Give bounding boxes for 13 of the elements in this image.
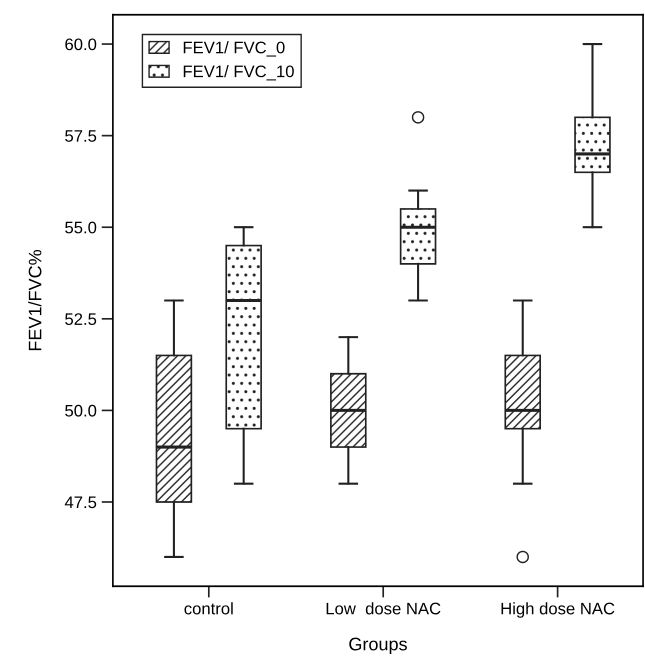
y-tick-label: 57.5 xyxy=(65,130,96,142)
y-tick-label: 52.5 xyxy=(65,313,96,326)
y-tick-label: 55.0 xyxy=(65,222,96,234)
legend-label: FEV1/ FVC_10 xyxy=(184,65,294,80)
y-axis-title: FEV1/FVC% xyxy=(28,250,42,350)
y-tick-label: 47.5 xyxy=(64,496,96,508)
y-tick-label: 60.0 xyxy=(65,38,96,50)
x-axis-title: Groups xyxy=(349,638,407,654)
legend-label: FEV1/ FVC_0 xyxy=(184,41,285,57)
x-tick-label: High dose NAC xyxy=(502,602,614,618)
y-tick-label: 50.0 xyxy=(65,404,96,417)
x-tick-label: control xyxy=(184,602,233,614)
x-tick-label: Low dose NAC xyxy=(326,602,440,614)
